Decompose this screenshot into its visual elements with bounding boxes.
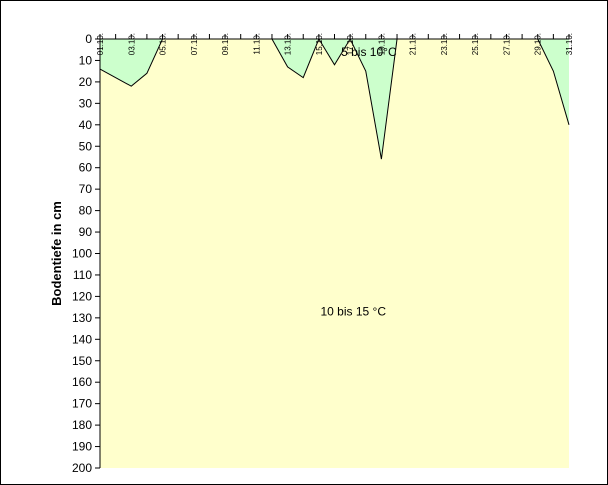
y-tick-label: 60	[79, 161, 93, 175]
y-tick-label: 130	[72, 311, 92, 325]
y-axis-title: Bodentiefe in cm	[49, 201, 64, 306]
x-tick-label: 19.10.	[377, 33, 386, 55]
region-annotation-label: 5 bis 10°C	[341, 45, 397, 59]
x-tick-label: 03.10.	[127, 33, 136, 55]
y-tick-label: 90	[79, 225, 93, 239]
y-tick-label: 70	[79, 182, 93, 196]
y-tick-label: 190	[72, 440, 92, 454]
y-tick-label: 180	[72, 418, 92, 432]
x-tick-label: 17.10.	[346, 33, 355, 55]
x-tick-label: 27.10.	[502, 33, 511, 55]
y-tick-label: 80	[79, 204, 93, 218]
y-tick-label: 100	[72, 247, 92, 261]
x-tick-label: 15.10.	[315, 33, 324, 55]
x-tick-label: 07.10.	[190, 33, 199, 55]
y-tick-label: 140	[72, 332, 92, 346]
y-tick-label: 40	[79, 118, 93, 132]
x-tick-label: 05.10.	[159, 33, 168, 55]
x-tick-label: 01.10.	[96, 33, 105, 55]
region-annotation-label: 10 bis 15 °C	[321, 304, 387, 318]
x-tick-label: 11.10.	[252, 33, 261, 55]
x-tick-label: 21.10.	[409, 33, 418, 55]
y-tick-label: 120	[72, 289, 92, 303]
x-tick-label: 09.10.	[221, 33, 230, 55]
x-tick-label: 31.10.	[565, 33, 574, 55]
x-tick-label: 29.10.	[534, 33, 543, 55]
y-tick-label: 110	[73, 268, 92, 282]
y-tick-label: 170	[72, 397, 92, 411]
cool-layer-area	[100, 39, 569, 160]
y-tick-label: 20	[79, 75, 93, 89]
y-tick-label: 150	[72, 354, 92, 368]
x-tick-label: 23.10.	[440, 33, 449, 55]
y-tick-label: 10	[79, 53, 93, 67]
y-tick-label: 50	[79, 139, 93, 153]
y-tick-label: 0	[85, 32, 92, 46]
x-tick-label: 13.10.	[284, 33, 293, 55]
x-tick-label: 25.10.	[471, 33, 480, 55]
plot-area	[100, 39, 569, 468]
y-tick-label: 160	[72, 375, 92, 389]
y-tick-label: 30	[79, 96, 93, 110]
y-tick-label: 200	[72, 461, 92, 475]
